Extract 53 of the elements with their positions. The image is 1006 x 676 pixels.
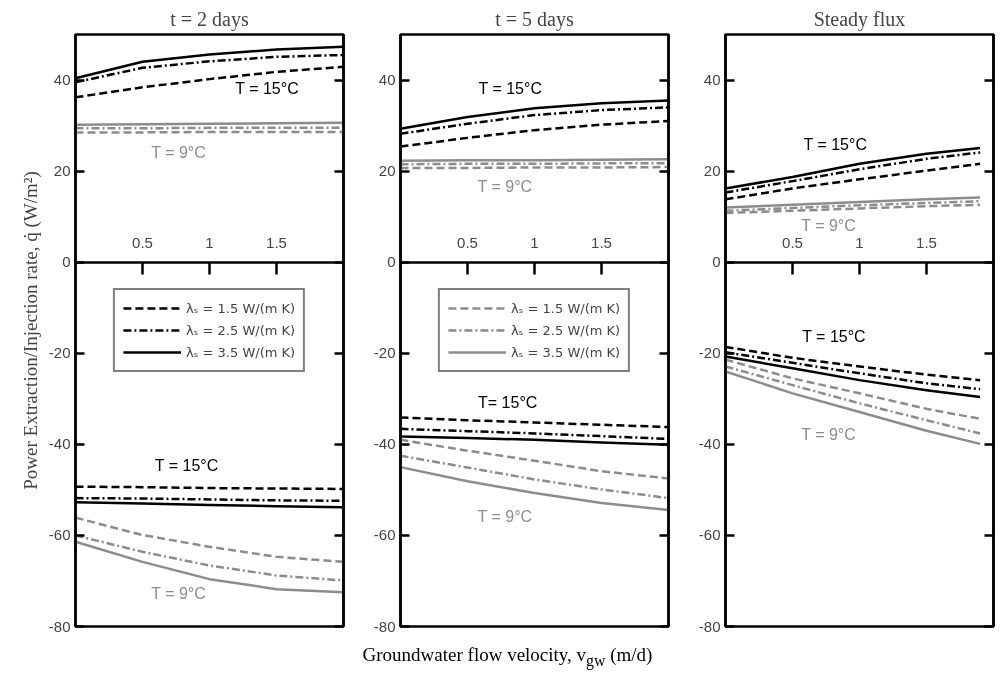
y-tick-label: 0	[712, 253, 721, 271]
chart-title: t = 5 days	[495, 7, 574, 31]
legend-label: λₛ = 3.5 W/(m K)	[185, 344, 296, 360]
y-tick-label: 40	[53, 71, 71, 89]
x-axis-title: Groundwater flow velocity, v$_{gw}$ (m/d)	[362, 643, 653, 672]
legend-label: λₛ = 1.5 W/(m K)	[185, 300, 296, 316]
annotation: T= 15°C	[478, 394, 538, 412]
annotation: T = 9°C	[477, 177, 533, 195]
y-tick-label: -40	[698, 435, 721, 453]
y-tick-label: -60	[373, 526, 396, 544]
y-tick-label: -40	[373, 435, 396, 453]
y-tick-label: 20	[378, 162, 396, 180]
annotation: T = 9°C	[151, 585, 206, 603]
y-tick-label: -20	[373, 344, 396, 362]
x-tick-label: 0.5	[782, 234, 803, 252]
annotation: T = 9°C	[801, 425, 856, 443]
chart-title: Steady flux	[813, 7, 906, 31]
y-tick-label: 0	[62, 253, 71, 271]
y-tick-label: -40	[48, 435, 71, 453]
y-tick-label: 20	[53, 162, 71, 180]
chart-title: t = 2 days	[170, 7, 249, 31]
y-tick-label: 20	[703, 162, 721, 180]
legend-label: λₛ = 3.5 W/(m K)	[510, 344, 621, 360]
x-tick-label: 1.5	[591, 234, 612, 252]
x-tick-label: 0.5	[132, 234, 153, 252]
annotation: T = 15°C	[235, 79, 299, 97]
x-tick-label: 1	[530, 234, 539, 252]
y-tick-label: 0	[387, 253, 396, 271]
annotation: T = 15°C	[154, 456, 219, 474]
y-tick-label: 40	[703, 71, 721, 89]
y-tick-label: -60	[698, 526, 721, 544]
y-tick-label: -20	[48, 344, 71, 362]
annotation: T = 15°C	[803, 135, 867, 153]
annotation: T = 9°C	[151, 144, 206, 162]
y-tick-label: -80	[373, 617, 396, 635]
y-axis-title: Power Extraction/Injection rate, q̇ (W/m²)	[19, 171, 42, 490]
legend-label: λₛ = 1.5 W/(m K)	[510, 300, 621, 316]
annotation: T = 15°C	[478, 79, 542, 97]
x-tick-label: 1	[855, 234, 864, 252]
y-tick-label: -60	[48, 526, 71, 544]
y-tick-label: -20	[698, 344, 721, 362]
y-tick-label: 40	[378, 71, 396, 89]
x-tick-label: 1	[205, 234, 214, 252]
annotation: T = 15°C	[802, 327, 866, 345]
legend-label: λₛ = 2.5 W/(m K)	[185, 322, 296, 338]
legend-label: λₛ = 2.5 W/(m K)	[510, 322, 621, 338]
y-tick-label: -80	[698, 617, 721, 635]
annotation: T = 9°C	[801, 217, 856, 235]
x-tick-label: 1.5	[266, 234, 287, 252]
x-tick-label: 0.5	[457, 234, 478, 252]
x-tick-label: 1.5	[916, 234, 937, 252]
annotation: T = 9°C	[477, 507, 533, 525]
y-tick-label: -80	[48, 617, 71, 635]
